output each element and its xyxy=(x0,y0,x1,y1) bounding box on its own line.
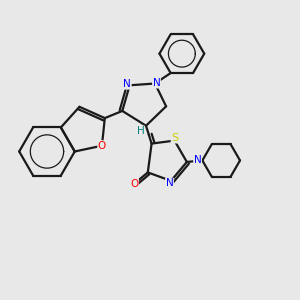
Text: H: H xyxy=(136,126,144,136)
Text: N: N xyxy=(123,79,131,89)
Text: N: N xyxy=(194,155,202,166)
Text: S: S xyxy=(171,133,178,143)
Text: O: O xyxy=(98,141,106,151)
Text: N: N xyxy=(153,78,160,88)
Text: O: O xyxy=(130,179,139,189)
Text: N: N xyxy=(166,178,173,188)
